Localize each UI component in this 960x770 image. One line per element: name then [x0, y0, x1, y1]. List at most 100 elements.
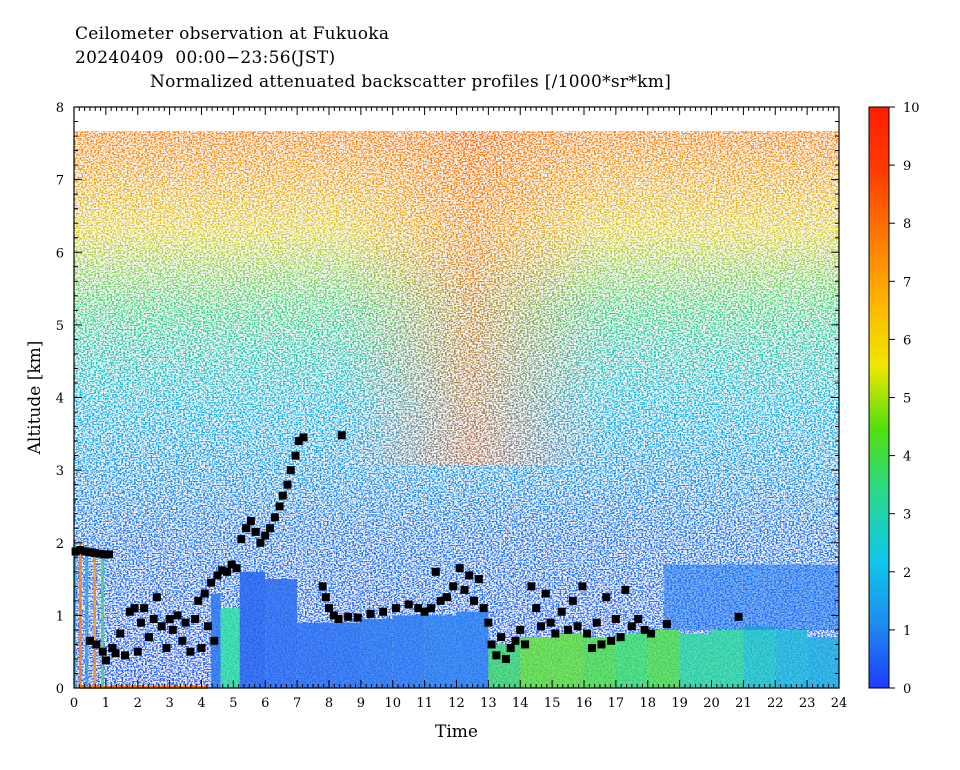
cloud-base-point [85, 548, 94, 557]
cloud-base-point [536, 622, 545, 631]
cloud-base-point [121, 651, 129, 660]
cloud-base-point [404, 600, 413, 609]
cloud-base-point [344, 612, 353, 621]
cloud-base-point [101, 656, 110, 665]
x-tick-label: 12 [448, 696, 465, 711]
cloud-base-point [484, 618, 493, 627]
y-tick-label: 6 [56, 246, 64, 261]
cloud-base-point [501, 654, 510, 663]
colorbar-tick-label: 3 [903, 508, 911, 523]
colorbar-tick-label: 8 [903, 217, 911, 232]
cloud-base-point [321, 593, 330, 602]
x-tick-label: 1 [102, 696, 110, 711]
cloud-base-point [568, 596, 577, 605]
cloud-base-point [232, 564, 241, 573]
cloud-base-point [90, 548, 99, 557]
cloud-base-point [111, 649, 120, 658]
cloud-base-point [162, 644, 171, 653]
cloud-base-point [210, 636, 219, 645]
cloud-base-point [294, 437, 303, 446]
cloud-base-point [256, 538, 265, 547]
cloud-base-point [465, 571, 474, 580]
cloud-base-point [71, 547, 80, 556]
cloud-base-point [506, 644, 515, 653]
cloud-base-point [197, 644, 206, 653]
cloud-base-point [474, 575, 483, 584]
cloud-base-point [173, 611, 182, 620]
cloud-base-point [218, 566, 227, 575]
y-tick-label: 7 [56, 174, 64, 189]
cloud-base-point [178, 636, 187, 645]
cloud-base-point [541, 589, 550, 598]
cloud-base-point [130, 604, 139, 613]
plot-axes: 0 1 2 3 4 5 6 7 8 9 10 11 12 13 14 15 16 17 18 19 20 21 22 23 24… [56, 101, 848, 711]
cloud-base-point [157, 622, 166, 631]
colorbar-scale [868, 106, 890, 689]
cloud-base-point [237, 535, 246, 544]
cloud-base-point [521, 640, 530, 649]
colorbar-tick-label: 2 [903, 566, 911, 581]
colorbar-tick-label: 0 [903, 682, 911, 697]
cloud-base-point [200, 589, 209, 598]
y-tick-label: 2 [56, 537, 64, 552]
chart-title: Ceilometer observation at Fukuoka [75, 24, 390, 44]
x-tick-label: 16 [576, 696, 593, 711]
chart-subtitle: Normalized attenuated backscatter profil… [150, 72, 672, 92]
x-tick-label: 9 [357, 696, 365, 711]
cloud-base-point [607, 636, 616, 645]
cloud-base-point [621, 585, 630, 594]
cloud-base-point [573, 622, 582, 631]
cloud-base-point [597, 640, 606, 649]
cloud-base-point [275, 502, 284, 511]
cloud-base-point [100, 550, 109, 559]
x-tick-label: 20 [703, 696, 720, 711]
cloud-base-point [266, 524, 275, 533]
cloud-base-point [557, 607, 566, 616]
cloud-base-point [144, 633, 153, 642]
cloud-base-point [460, 585, 469, 594]
x-tick-label: 3 [165, 696, 173, 711]
cloud-base-point [414, 604, 423, 613]
colorbar-tick-label: 6 [903, 333, 911, 348]
cloud-base-point [246, 516, 255, 525]
cloud-base-point [578, 582, 587, 591]
cloud-base-point [616, 633, 625, 642]
cloud-base-point [436, 596, 445, 605]
x-tick-label: 24 [831, 696, 848, 711]
chart-date-range: 20240409 00:00−23:56(JST) [75, 48, 336, 68]
cloud-base-point [291, 451, 300, 460]
y-tick-label: 1 [56, 609, 64, 624]
cloud-base-point [611, 615, 620, 624]
cloud-base-points [71, 431, 743, 665]
cloud-base-point [152, 593, 161, 602]
cloud-base-point [470, 596, 479, 605]
x-tick-label: 0 [70, 696, 78, 711]
cloud-base-point [337, 431, 346, 440]
x-tick-label: 2 [134, 696, 142, 711]
cloud-base-point [299, 433, 308, 442]
y-tick-label: 5 [56, 319, 64, 334]
x-tick-label: 8 [325, 696, 333, 711]
cloud-base-point [329, 611, 338, 620]
cloud-base-point [286, 466, 295, 475]
cloud-base-point [92, 640, 101, 649]
cloud-base-point [431, 567, 440, 576]
cloud-base-point [85, 636, 94, 645]
x-tick-label: 4 [197, 696, 205, 711]
cloud-base-point [634, 615, 643, 624]
x-tick-label: 23 [799, 696, 816, 711]
cloud-base-point [516, 625, 525, 634]
x-tick-label: 17 [608, 696, 625, 711]
cloud-base-point [487, 640, 496, 649]
cloud-base-point [76, 546, 85, 555]
colorbar-tick-label: 9 [903, 159, 911, 174]
cloud-base-point [420, 607, 429, 616]
cloud-base-point [181, 618, 190, 627]
cloud-base-point [587, 644, 596, 653]
cloud-base-point [213, 571, 222, 580]
cloud-base-point [532, 604, 541, 613]
x-tick-label: 11 [416, 696, 433, 711]
cloud-base-point [334, 615, 343, 624]
x-tick-label: 19 [671, 696, 688, 711]
cloud-base-point [227, 560, 236, 569]
